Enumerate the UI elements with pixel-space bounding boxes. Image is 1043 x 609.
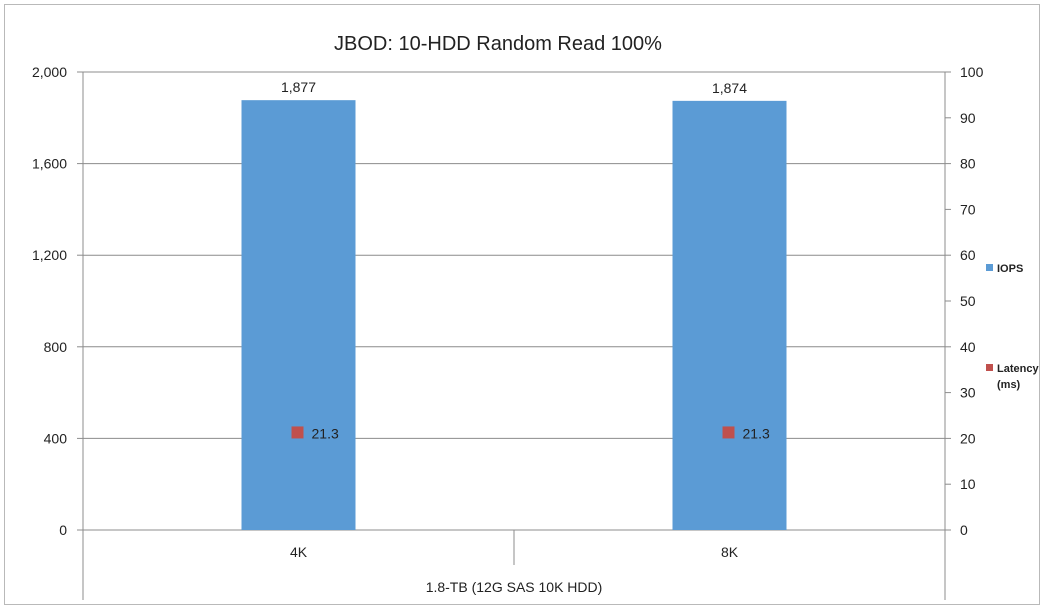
right-axis-tick-label: 80 bbox=[960, 156, 976, 172]
legend: IOPS Latency (ms) bbox=[986, 263, 1039, 391]
axes: 0 400 800 1,200 1,600 2,000 0 10 20 30 40 50 60 70 80 9… bbox=[32, 64, 984, 600]
right-axis-tick-label: 0 bbox=[960, 522, 968, 538]
left-axis-tick-label: 0 bbox=[59, 522, 67, 538]
chart-frame bbox=[4, 4, 1040, 605]
legend-label-latency: Latency bbox=[997, 363, 1039, 375]
iops-bar bbox=[672, 100, 787, 530]
latency-value-label: 21.3 bbox=[743, 425, 770, 441]
left-axis-tick-label: 2,000 bbox=[32, 64, 67, 80]
right-axis-tick-label: 90 bbox=[960, 110, 976, 126]
legend-label-iops: IOPS bbox=[997, 263, 1023, 275]
latency-point bbox=[291, 426, 304, 439]
bars bbox=[241, 100, 787, 531]
right-axis-tick-label: 50 bbox=[960, 293, 976, 309]
left-axis-tick-label: 1,600 bbox=[32, 156, 67, 172]
left-axis-tick-label: 800 bbox=[44, 339, 68, 355]
iops-bar bbox=[241, 100, 356, 531]
latency-value-label: 21.3 bbox=[312, 425, 339, 441]
right-axis-tick-label: 70 bbox=[960, 201, 976, 217]
right-axis-tick-label: 100 bbox=[960, 64, 984, 80]
left-axis-tick-label: 400 bbox=[44, 430, 68, 446]
chart-title: JBOD: 10-HDD Random Read 100% bbox=[334, 33, 662, 55]
x-axis-category-label: 8K bbox=[721, 544, 739, 560]
iops-value-label: 1,877 bbox=[281, 79, 316, 95]
x-axis-category-label: 4K bbox=[290, 544, 308, 560]
legend-swatch-iops bbox=[986, 264, 993, 271]
right-axis-tick-label: 60 bbox=[960, 247, 976, 263]
data-labels: 1,877 1,874 21.3 21.3 bbox=[281, 79, 770, 441]
right-axis-tick-label: 20 bbox=[960, 430, 976, 446]
gridlines bbox=[83, 71, 945, 439]
iops-value-label: 1,874 bbox=[712, 80, 747, 96]
right-axis-tick-label: 40 bbox=[960, 339, 976, 355]
legend-label-latency-unit: (ms) bbox=[997, 379, 1021, 391]
right-axis-tick-label: 30 bbox=[960, 385, 976, 401]
right-axis-tick-label: 10 bbox=[960, 476, 976, 492]
x-axis-group-label: 1.8-TB (12G SAS 10K HDD) bbox=[426, 579, 603, 595]
latency-point bbox=[722, 426, 735, 439]
latency-points bbox=[291, 426, 735, 439]
legend-swatch-latency bbox=[986, 364, 993, 371]
left-axis-tick-label: 1,200 bbox=[32, 247, 67, 263]
